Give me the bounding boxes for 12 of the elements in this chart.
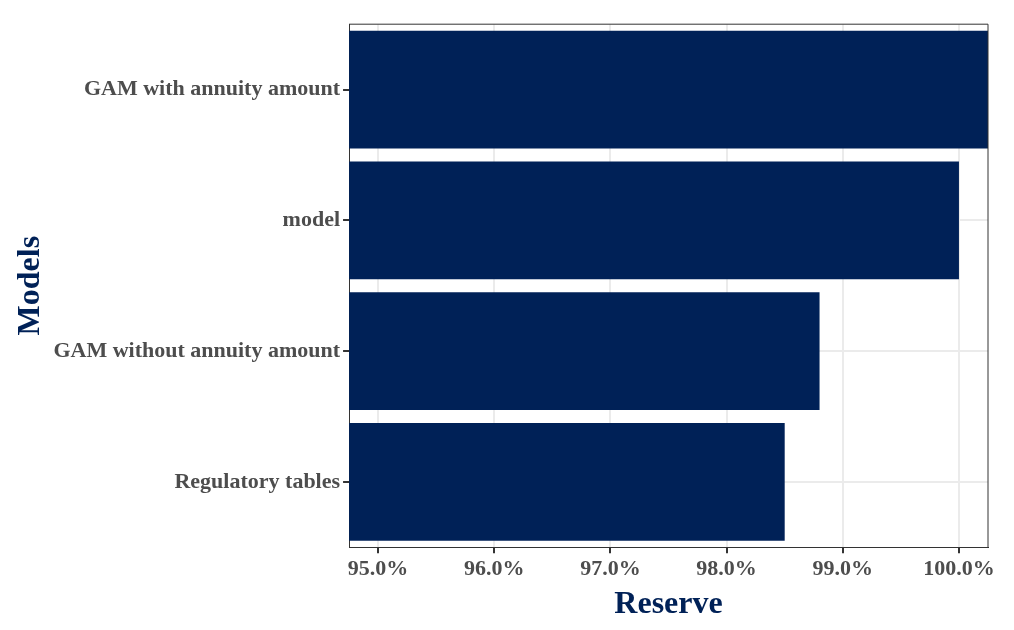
x-tick-label: 95.0% (347, 555, 409, 581)
y-tick-label: GAM without annuity amount (53, 336, 341, 362)
x-axis-title: Reserve (614, 584, 723, 621)
y-tick-label: Regulatory tables (174, 467, 341, 493)
y-axis-title: Models (10, 235, 47, 336)
x-tick-label: 97.0% (580, 555, 641, 581)
y-tick-label: model (282, 206, 341, 232)
x-tick-label: 96.0% (464, 555, 525, 581)
x-tick-label: 99.0% (812, 555, 874, 581)
y-tick-label: GAM with annuity amount (83, 75, 341, 101)
x-tick-label: 98.0% (696, 555, 757, 581)
x-tick-label: 100.0% (923, 555, 995, 581)
